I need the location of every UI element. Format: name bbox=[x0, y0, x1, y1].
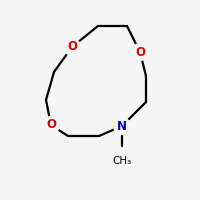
Text: O: O bbox=[135, 46, 145, 58]
Text: CH₃: CH₃ bbox=[112, 156, 132, 166]
Circle shape bbox=[132, 44, 148, 60]
Text: O: O bbox=[67, 40, 77, 53]
Text: O: O bbox=[46, 118, 56, 132]
Circle shape bbox=[43, 117, 59, 133]
Circle shape bbox=[64, 39, 80, 55]
Text: N: N bbox=[117, 119, 127, 132]
Circle shape bbox=[114, 118, 130, 134]
